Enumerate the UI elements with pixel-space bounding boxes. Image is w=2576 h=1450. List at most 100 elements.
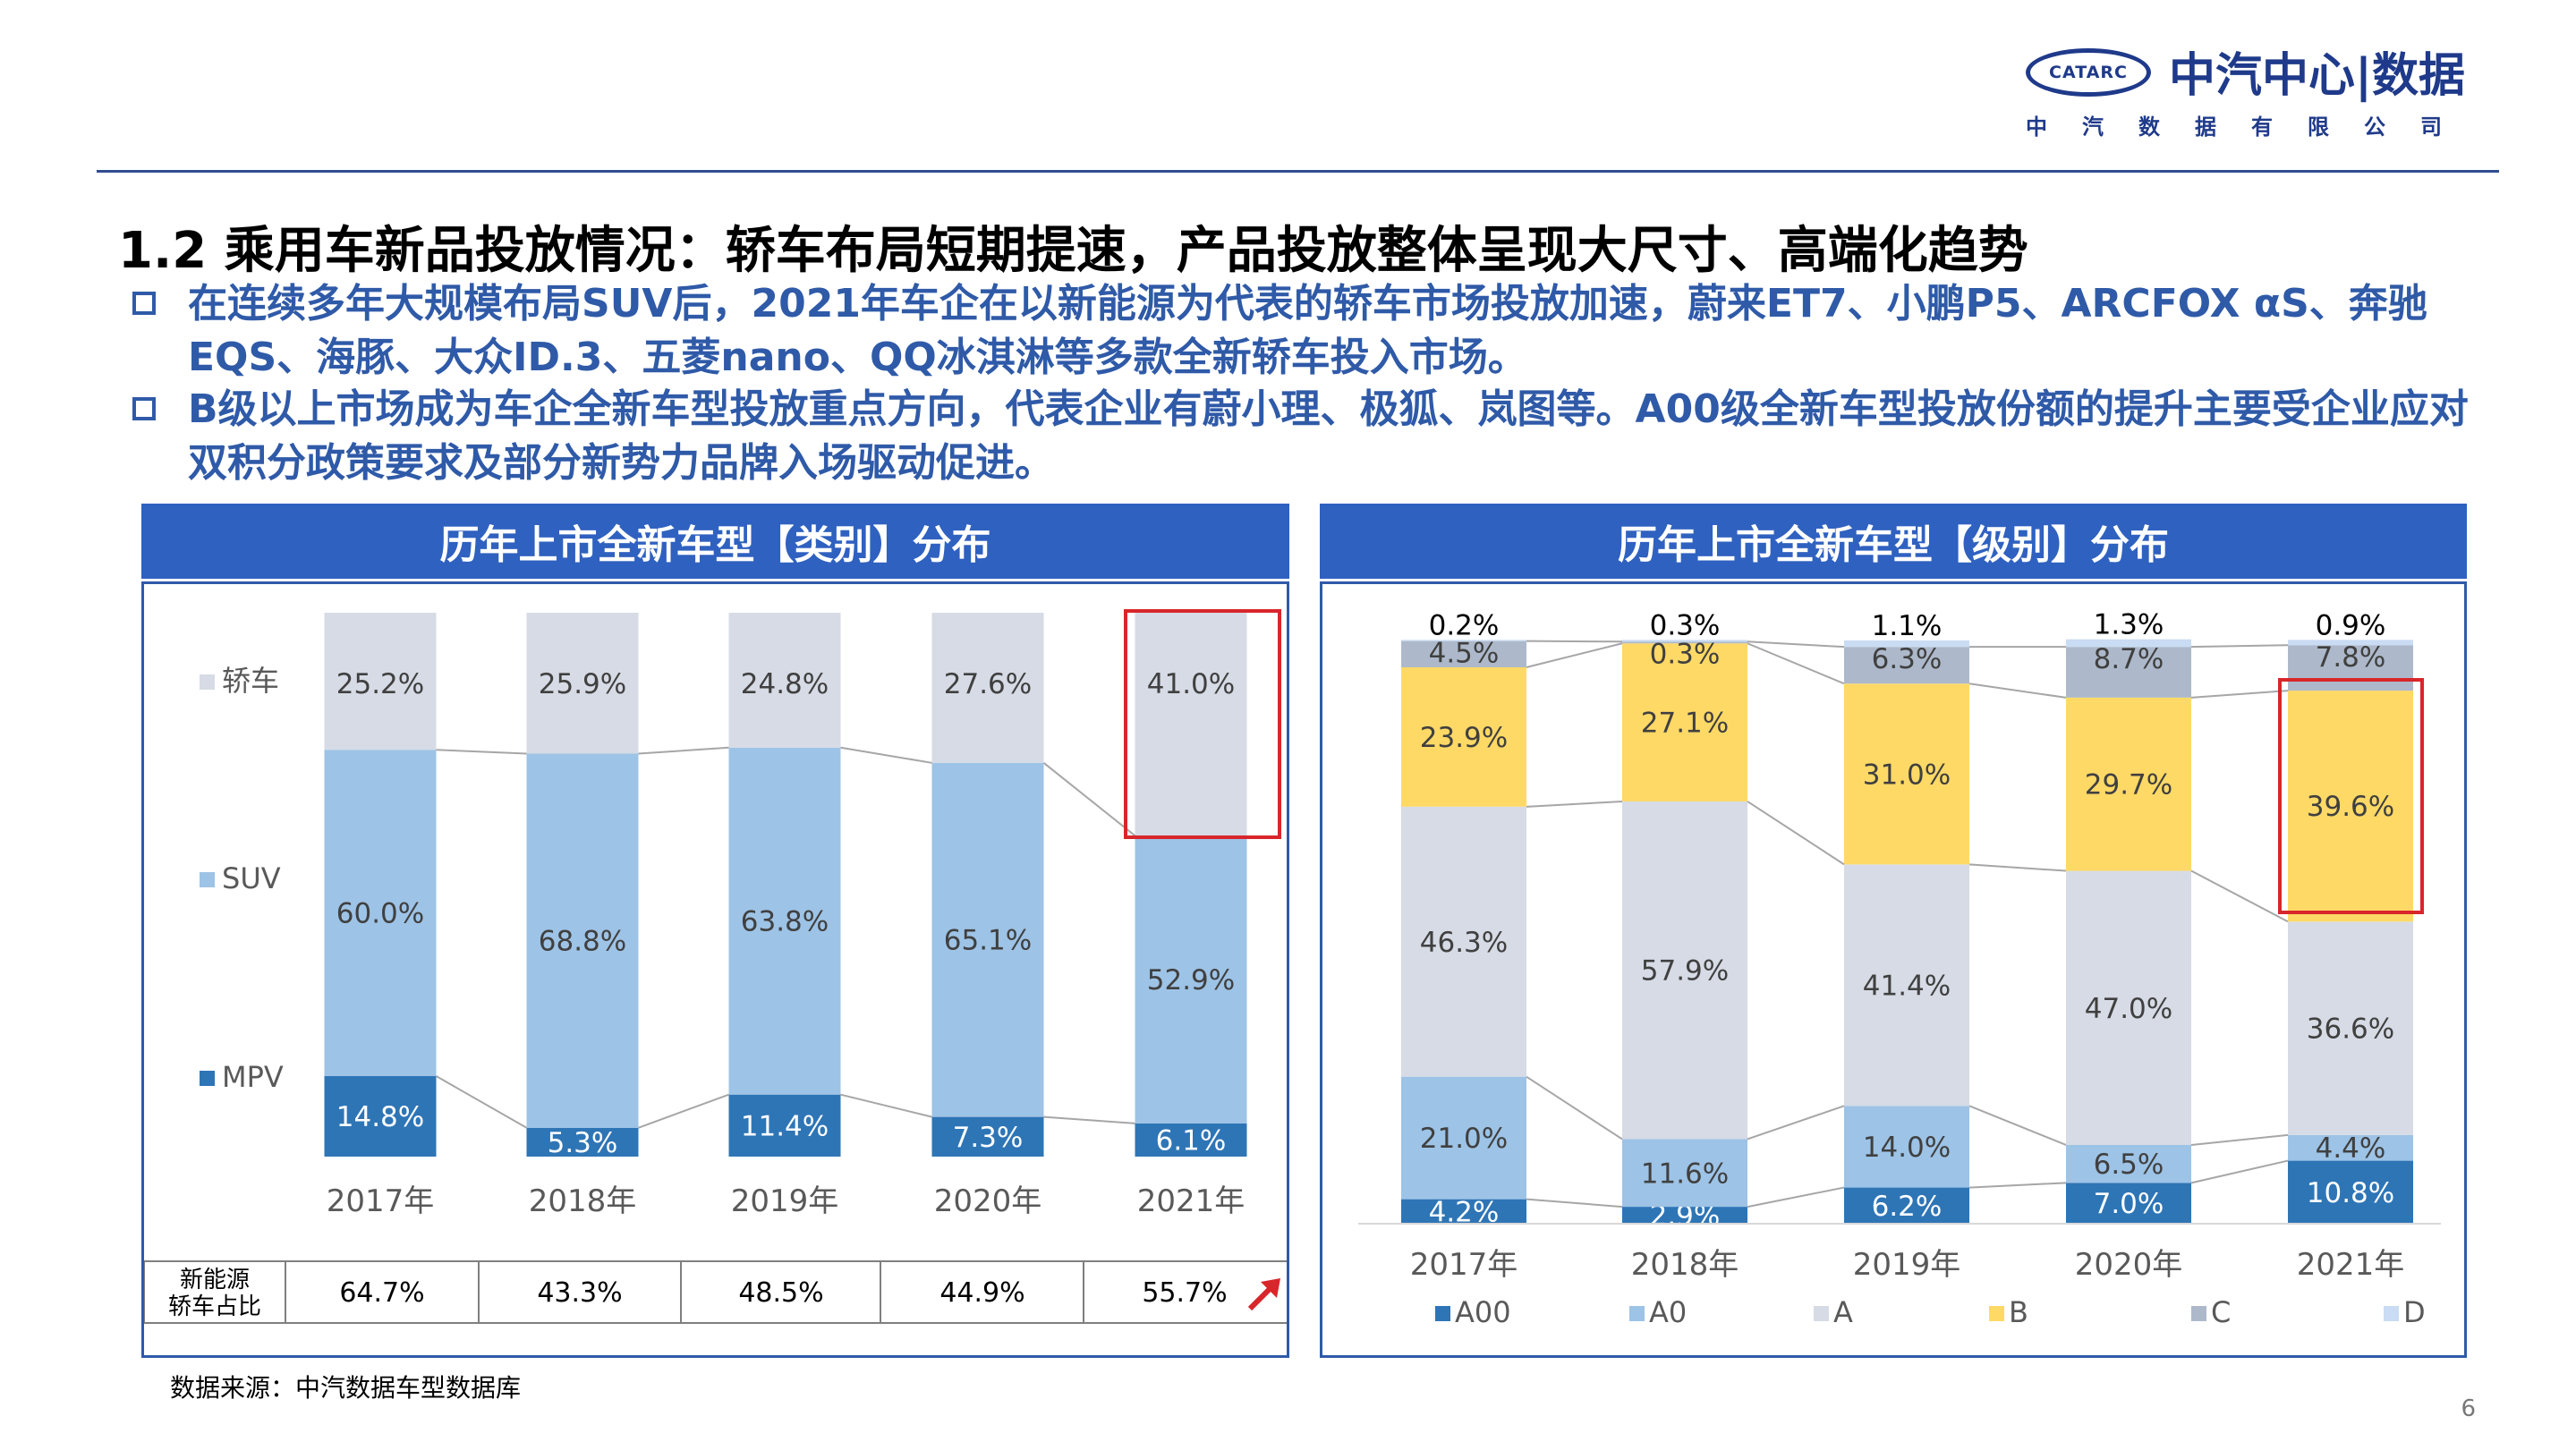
data-label-c-2020: 8.7% [2094, 643, 2164, 675]
header-divider [97, 170, 2499, 173]
highlight-box-2021-sedan [1124, 609, 1281, 839]
x-tick-label-2019: 2019年 [1853, 1247, 1961, 1283]
series-connector-line [1747, 1105, 1845, 1140]
data-label-c-2019: 6.3% [1872, 643, 1943, 675]
table-cell-2017: 64.7% [339, 1277, 424, 1309]
bullet-box-icon [132, 397, 156, 420]
bar-b-2017 [1401, 666, 1526, 807]
data-label-a0-2019: 14.0% [1863, 1132, 1951, 1164]
bar-mpv-2020 [931, 1116, 1044, 1157]
bar-b-2019 [1844, 683, 1969, 865]
bar-a-2019 [1844, 864, 1969, 1107]
bar-b-2020 [2066, 697, 2191, 871]
data-label-d-2018: 0.3% [1650, 609, 1721, 641]
data-label-c-2017: 4.5% [1429, 638, 1500, 670]
data-label-a0-2018: 11.6% [1641, 1157, 1729, 1190]
legend-swatch-mpv [200, 1071, 215, 1086]
legend-label-suv: SUV [222, 861, 281, 895]
left-chart-panel: 14.8% 60.0% 25.2% 5.3% 68.8% 25.9% 11.4% 63.8% 2… [141, 581, 1289, 1358]
legend-swatch-d [2384, 1306, 2399, 1321]
bar-a00-2018 [1622, 1207, 1747, 1224]
bar-c-2019 [1844, 647, 1969, 684]
grade-distribution-chart: 4.2%21.0%46.3%23.9%4.5%0.2%2.9%11.6%57.9… [1358, 609, 2441, 1329]
series-connector-line [1526, 800, 1623, 808]
data-label-b-2019: 31.0% [1863, 759, 1951, 791]
data-label-sedan-2017: 25.2% [336, 668, 424, 700]
data-label-sedan-2018: 25.9% [539, 668, 626, 700]
data-label-c-2018: 0.3% [1650, 638, 1721, 670]
bar-d-2018 [1622, 640, 1747, 642]
bar-sedan-2017 [324, 613, 437, 750]
data-label-b-2017: 23.9% [1420, 722, 1508, 754]
data-label-suv-2020: 65.1% [944, 925, 1032, 957]
data-label-suv-2018: 68.8% [539, 926, 626, 958]
right-chart-panel: 4.2% 21.0% 46.3% 23.9% 4.5% 0.2% 2.9% 11.6% 57.9… [1320, 581, 2467, 1358]
legend-swatch-b [1989, 1306, 2004, 1321]
table-row-label-line1: 新能源 [180, 1267, 250, 1293]
right-panel-title: 历年上市全新车型【级别】分布 [1320, 504, 2467, 579]
legend-swatch-c [2191, 1306, 2206, 1321]
data-label-c-2021: 7.8% [2316, 641, 2386, 674]
data-label-a0-2020: 6.5% [2094, 1149, 2164, 1181]
bar-a-2020 [2066, 870, 2191, 1145]
table-cell-2019: 48.5% [738, 1277, 823, 1309]
data-label-a-2021: 36.6% [2307, 1013, 2394, 1046]
bar-c-2021 [2288, 645, 2413, 691]
x-tick-label-2020: 2020年 [2075, 1247, 2183, 1283]
x-tick-label-2020: 2020年 [934, 1183, 1042, 1219]
legend-label-mpv: MPV [222, 1060, 284, 1094]
bar-a0-2020 [2066, 1144, 2191, 1183]
series-connector-line [2190, 644, 2289, 649]
bar-c-2018 [1622, 641, 1747, 644]
x-tick-label-2018: 2018年 [1631, 1247, 1739, 1283]
legend-label-a: A [1833, 1295, 1853, 1329]
data-label-mpv-2020: 7.3% [953, 1122, 1024, 1154]
data-label-a00-2019: 6.2% [1872, 1191, 1943, 1223]
bar-b-2021 [2288, 691, 2413, 922]
series-connector-line [840, 746, 932, 764]
data-label-mpv-2017: 14.8% [336, 1101, 424, 1133]
legend-swatch-a00 [1435, 1306, 1450, 1321]
legend-label-d: D [2403, 1295, 2426, 1329]
x-tick-label-2021: 2021年 [2297, 1247, 2405, 1283]
data-label-mpv-2018: 5.3% [548, 1127, 618, 1159]
series-connector-line [1747, 801, 1845, 866]
series-connector-line [2190, 869, 2289, 923]
bar-suv-2021 [1135, 835, 1247, 1124]
table-cell-2021: 55.7% [1142, 1277, 1227, 1309]
x-tick-label-2019: 2019年 [731, 1183, 839, 1219]
bar-mpv-2018 [526, 1127, 639, 1157]
data-source: 数据来源：中汽数据车型数据库 [170, 1373, 522, 1403]
series-connector-line [1526, 1198, 1623, 1208]
bar-sedan-2018 [526, 613, 639, 754]
bar-a0-2018 [1622, 1139, 1747, 1208]
bar-d-2021 [2288, 640, 2413, 646]
bar-d-2020 [2066, 639, 2191, 648]
page-title: 1.2 乘用车新品投放情况：轿车布局短期提速，产品投放整体呈现大尺寸、高端化趋势 [118, 222, 2028, 280]
bar-mpv-2021 [1135, 1123, 1247, 1157]
data-label-d-2019: 1.1% [1872, 610, 1943, 642]
bar-suv-2018 [526, 753, 639, 1128]
logo-name: 中汽中心|数据 [2169, 49, 2465, 103]
data-label-a00-2020: 7.0% [2094, 1188, 2164, 1220]
series-connector-line [638, 1093, 729, 1129]
bar-sedan-2021 [1135, 613, 1247, 836]
bar-c-2020 [2066, 647, 2191, 698]
bullet-1-text: 在连续多年大规模布局SUV后，2021年车企在以新能源为代表的轿车市场投放加速，… [188, 281, 2427, 380]
data-label-suv-2019: 63.8% [741, 906, 829, 938]
data-label-a0-2021: 4.4% [2316, 1132, 2386, 1165]
series-connector-line [1968, 863, 2067, 872]
series-connector-line [1747, 642, 1845, 685]
legend-swatch-a0 [1629, 1306, 1645, 1321]
series-connector-line [1968, 1105, 2067, 1146]
series-connector-line [840, 1093, 932, 1118]
legend-label-a0: A0 [1649, 1295, 1687, 1329]
company-logo: CATARC 中汽中心|数据 中汽数据有限公司 [2026, 34, 2491, 141]
legend-swatch-suv [200, 872, 215, 887]
bullet-1: 在连续多年大规模布局SUV后，2021年车企在以新能源为代表的轿车市场投放加速，… [132, 277, 2477, 385]
bar-suv-2020 [931, 762, 1044, 1117]
series-connector-line [1747, 640, 1845, 649]
bar-suv-2017 [324, 750, 437, 1077]
bar-a00-2017 [1401, 1199, 1526, 1224]
series-connector-line [1526, 642, 1623, 668]
